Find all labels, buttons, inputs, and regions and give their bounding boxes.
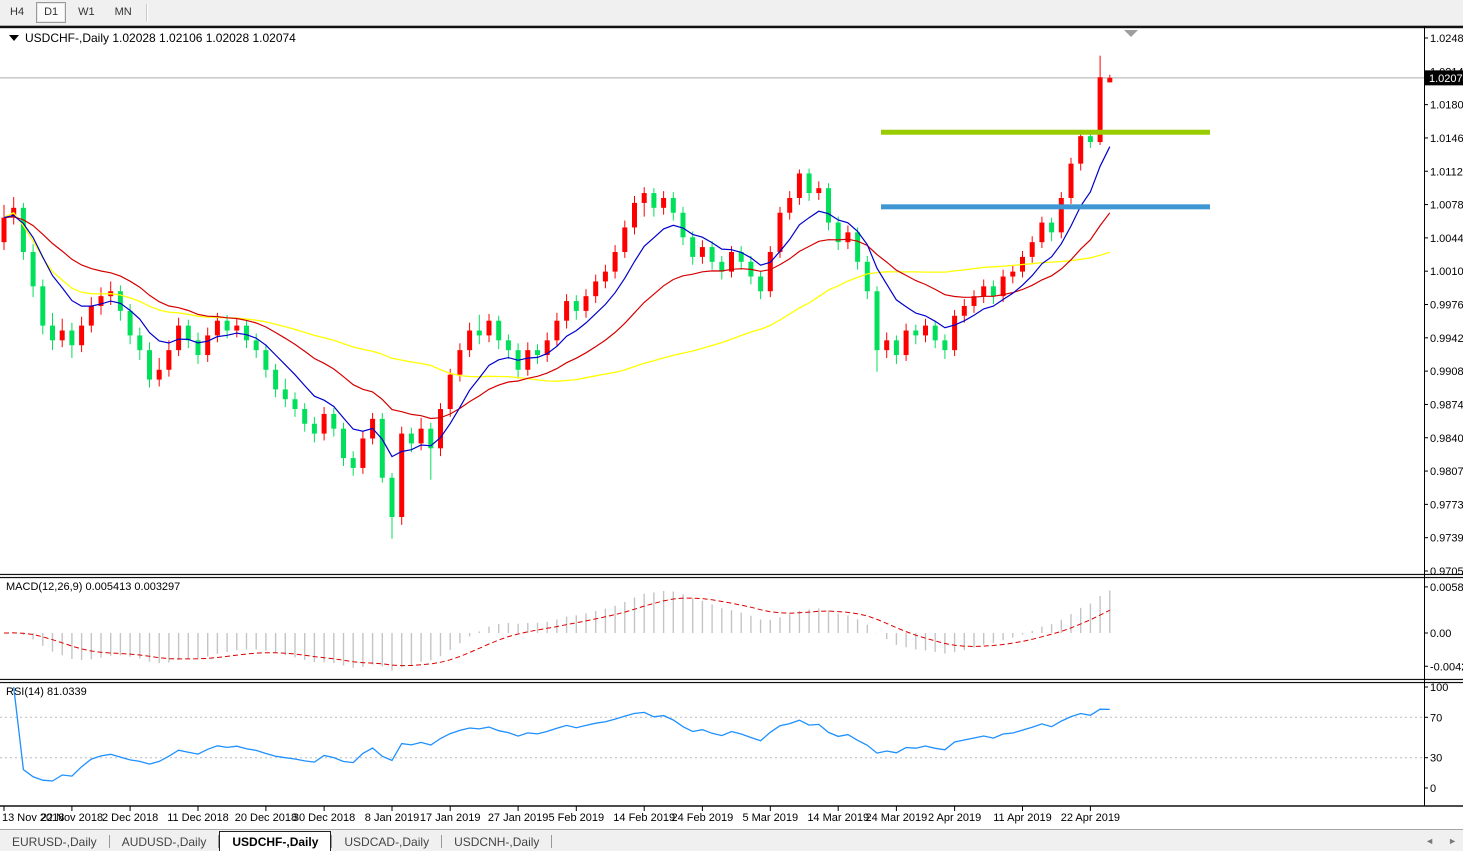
- svg-text:14 Mar 2019: 14 Mar 2019: [807, 812, 869, 824]
- svg-text:30 Dec 2018: 30 Dec 2018: [293, 812, 355, 824]
- toolbar-separator: [145, 4, 148, 21]
- chart-tab-usdcad[interactable]: USDCAD-,Daily: [344, 835, 430, 849]
- svg-text:5 Feb 2019: 5 Feb 2019: [548, 812, 604, 824]
- timeframe-button-h4[interactable]: H4: [10, 6, 25, 18]
- svg-text:100: 100: [1430, 682, 1448, 694]
- tab-separator: [218, 834, 220, 848]
- scroll-right-arrow-icon[interactable]: ►: [1448, 836, 1457, 846]
- timeframe-button-d1[interactable]: D1: [36, 2, 67, 23]
- svg-text:27 Jan 2019: 27 Jan 2019: [488, 812, 549, 824]
- chart-tab-audusd[interactable]: AUDUSD-,Daily: [121, 835, 207, 849]
- ma-fast-line: [3, 146, 1111, 458]
- svg-text:24 Mar 2019: 24 Mar 2019: [866, 812, 928, 824]
- svg-text:70: 70: [1430, 712, 1442, 724]
- macd-signal-line: [3, 597, 1111, 667]
- svg-text:1.01460: 1.01460: [1430, 133, 1463, 145]
- chart-title: USDCHF-,Daily 1.02028 1.02106 1.02028 1.…: [25, 31, 296, 45]
- chart-tab-usdcnh[interactable]: USDCNH-,Daily: [454, 835, 540, 849]
- svg-text:8 Jan 2019: 8 Jan 2019: [365, 812, 419, 824]
- svg-text:2 Dec 2018: 2 Dec 2018: [102, 812, 158, 824]
- svg-text:30: 30: [1430, 753, 1442, 765]
- svg-text:1.01120: 1.01120: [1430, 166, 1463, 178]
- tab-separator: [551, 834, 553, 848]
- rsi-line: [13, 686, 1110, 782]
- ma-medium-line: [3, 212, 1111, 420]
- svg-text:0: 0: [1430, 783, 1436, 795]
- svg-text:14 Feb 2019: 14 Feb 2019: [613, 812, 675, 824]
- svg-text:1.01800: 1.01800: [1430, 100, 1463, 112]
- svg-text:5 Mar 2019: 5 Mar 2019: [742, 812, 798, 824]
- svg-text:24 Feb 2019: 24 Feb 2019: [672, 812, 734, 824]
- svg-text:17 Jan 2019: 17 Jan 2019: [420, 812, 481, 824]
- svg-text:-0.004238: -0.004238: [1430, 661, 1463, 673]
- timeframe-toolbar: H4 D1 W1 MN: [0, 0, 1463, 26]
- tab-separator: [441, 834, 443, 848]
- svg-text:0.005873: 0.005873: [1430, 582, 1463, 594]
- rsi-levels: [0, 716, 1424, 759]
- svg-text:1.02480: 1.02480: [1430, 33, 1463, 45]
- svg-text:1.00440: 1.00440: [1430, 233, 1463, 245]
- timeframe-button-w1[interactable]: W1: [78, 6, 95, 18]
- svg-text:1.02074: 1.02074: [1429, 73, 1463, 85]
- tab-scroll-arrows: ◄ ►: [1425, 835, 1457, 847]
- svg-text:0.00: 0.00: [1430, 628, 1451, 640]
- svg-text:22 Apr 2019: 22 Apr 2019: [1061, 812, 1120, 824]
- price-chart-canvas[interactable]: USDCHF-,Daily 1.02028 1.02106 1.02028 1.…: [0, 26, 1463, 829]
- macd-label: MACD(12,26,9) 0.005413 0.003297: [6, 581, 180, 593]
- svg-text:2 Apr 2019: 2 Apr 2019: [928, 812, 981, 824]
- tab-separator: [331, 834, 333, 848]
- price-tag: 1.02074: [1424, 70, 1463, 86]
- support-line[interactable]: [881, 204, 1210, 210]
- ma-slow-line: [3, 211, 1110, 382]
- chart-tab-usdchf[interactable]: USDCHF-,Daily: [219, 831, 332, 851]
- svg-text:20 Dec 2018: 20 Dec 2018: [235, 812, 297, 824]
- resistance-line[interactable]: [881, 129, 1210, 135]
- timeframe-button-mn[interactable]: MN: [114, 6, 132, 18]
- scroll-to-end-marker-icon[interactable]: [1124, 30, 1138, 37]
- symbol-dropdown-icon[interactable]: [9, 35, 19, 41]
- scroll-left-arrow-icon[interactable]: ◄: [1425, 836, 1435, 846]
- svg-text:13 Nov 2018: 13 Nov 2018: [2, 812, 64, 824]
- svg-text:22 Nov 2018: 22 Nov 2018: [41, 812, 103, 824]
- tab-separator: [108, 834, 110, 848]
- price-axis[interactable]: 1.024801.021401.018001.014601.011201.007…: [1424, 26, 1463, 806]
- svg-text:11 Apr 2019: 11 Apr 2019: [993, 812, 1052, 824]
- svg-text:11 Dec 2018: 11 Dec 2018: [167, 812, 229, 824]
- chart-tab-eurusd[interactable]: EURUSD-,Daily: [12, 835, 97, 849]
- svg-text:1.00780: 1.00780: [1430, 200, 1463, 212]
- macd-histogram: [12, 590, 1111, 671]
- chart-tab-bar: EURUSD-,Daily AUDUSD-,Daily USDCHF-,Daily U…: [0, 829, 1463, 851]
- rsi-label: RSI(14) 81.0339: [6, 686, 87, 698]
